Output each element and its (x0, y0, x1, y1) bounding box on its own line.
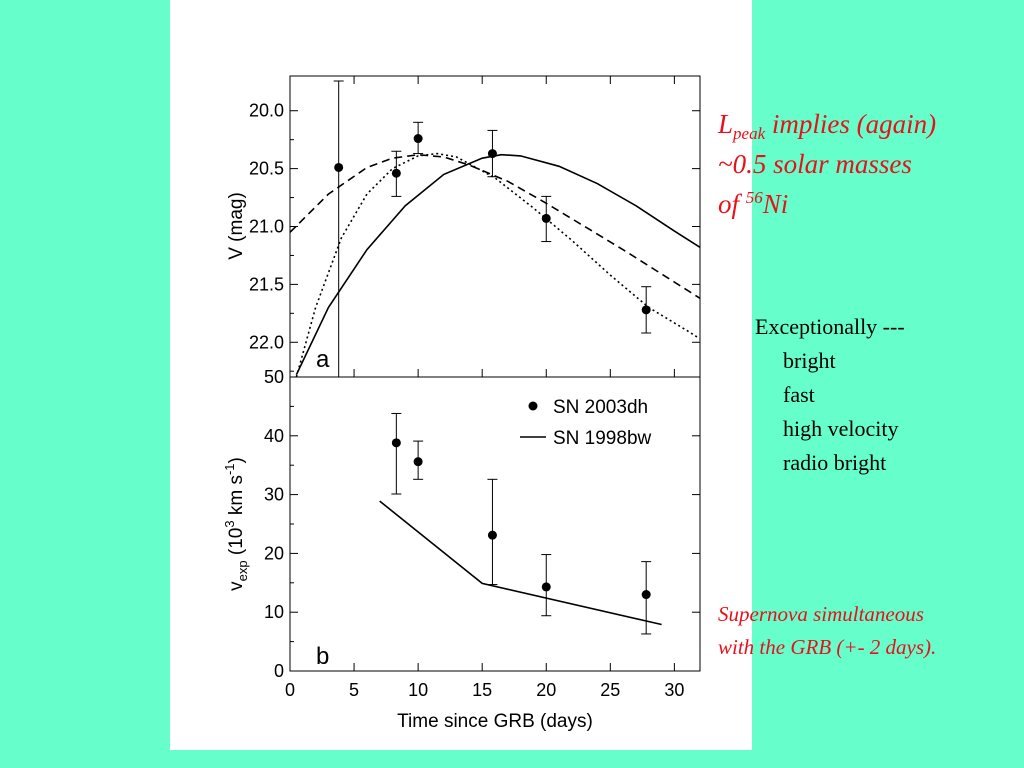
exceptional-list: Exceptionally --- bright fast high veloc… (755, 310, 905, 480)
panel-b-ytick-label: 50 (264, 367, 284, 387)
panel-b-xtick-label: 25 (600, 680, 620, 700)
panel-a-ytick-label: 20.0 (249, 101, 284, 121)
panel-b-ytick-label: 20 (264, 543, 284, 563)
data-point-magnitude (391, 168, 401, 178)
legend: SN 2003dh SN 1998bw (520, 397, 652, 449)
nickel-line: of 56Ni (718, 188, 789, 219)
panel-b-xtick-label: 5 (349, 680, 359, 700)
simultaneous-annotation: Supernova simultaneous with the GRB (+- … (718, 598, 936, 664)
exceptional-item-radio-bright: radio bright (783, 450, 887, 475)
panel-a-ytick-label: 20.5 (249, 159, 284, 179)
data-point-sn2003dh (413, 457, 423, 467)
panel-a-data-points (333, 80, 652, 377)
panel-a-ytick-label: 21.5 (249, 274, 284, 294)
model-curve-dotted (295, 152, 700, 377)
panel-b-xtick-label: 15 (472, 680, 492, 700)
model-curve-solid (295, 153, 700, 376)
panel-a-model-curves (290, 152, 700, 377)
model-curve-dashed (290, 153, 700, 299)
exceptional-item-bright: bright (783, 348, 836, 373)
lpeak-line: Lpeak implies (again) (718, 109, 937, 143)
panel-b-xtick-label: 20 (536, 680, 556, 700)
lpeak-annotation: Lpeak implies (again) ~0.5 solar masses … (718, 104, 936, 224)
panel-a-ytick-label: 22.0 (249, 332, 284, 352)
panel-b-xtick-label: 30 (664, 680, 684, 700)
exceptional-item-high-velocity: high velocity (783, 416, 899, 441)
figure-svg: 20.0 20.5 21.0 21.5 22.0 a V (mag) 0 10 20 30 40… (222, 75, 701, 732)
panel-b-axes-ticks: 0 10 20 30 40 50 0 5 10 15 20 25 30 (264, 367, 700, 700)
data-point-magnitude (334, 162, 344, 172)
data-point-magnitude (641, 305, 651, 315)
panel-b-ytick-label: 0 (274, 661, 284, 681)
series-line-sn1998bw (379, 500, 662, 626)
panel-b-frame (289, 376, 701, 672)
simultaneous-line-2: with the GRB (+- 2 days). (718, 635, 937, 659)
panel-b-ytick-label: 10 (264, 602, 284, 622)
data-point-magnitude (487, 149, 497, 159)
data-point-sn2003dh (541, 582, 551, 592)
panel-b-series (379, 412, 662, 635)
data-point-sn2003dh (641, 590, 651, 600)
panel-a-ytick-label: 21.0 (249, 217, 284, 237)
mass-line: ~0.5 solar masses (718, 149, 912, 179)
panel-b-xlabel: Time since GRB (days) (397, 711, 593, 732)
simultaneous-line-1: Supernova simultaneous (718, 602, 924, 626)
data-point-magnitude (541, 213, 551, 223)
panel-b-ytick-label: 40 (264, 426, 284, 446)
panel-a-frame (289, 75, 701, 378)
panel-a-label: a (316, 346, 330, 373)
legend-marker-sn2003dh (528, 401, 538, 411)
figure-panel: 20.0 20.5 21.0 21.5 22.0 a V (mag) 0 10 20 30 40… (170, 0, 752, 750)
data-point-sn2003dh (391, 438, 401, 448)
panel-b-label: b (316, 643, 329, 670)
panel-b-xtick-label: 0 (285, 680, 295, 700)
panel-a-ylabel: V (mag) (226, 192, 247, 260)
data-point-sn2003dh (487, 530, 497, 540)
data-point-magnitude (413, 134, 423, 144)
panel-b-ytick-label: 30 (264, 485, 284, 505)
panel-b-ylabel: vexp (103 km s-1) (222, 457, 250, 591)
legend-label-sn1998bw: SN 1998bw (553, 428, 652, 449)
legend-label-sn2003dh: SN 2003dh (553, 397, 648, 418)
exceptional-item-fast: fast (783, 382, 815, 407)
panel-b-xtick-label: 10 (408, 680, 428, 700)
panel-a-yticks: 20.0 20.5 21.0 21.5 22.0 (249, 76, 700, 372)
exceptionally-heading: Exceptionally --- (755, 314, 905, 339)
